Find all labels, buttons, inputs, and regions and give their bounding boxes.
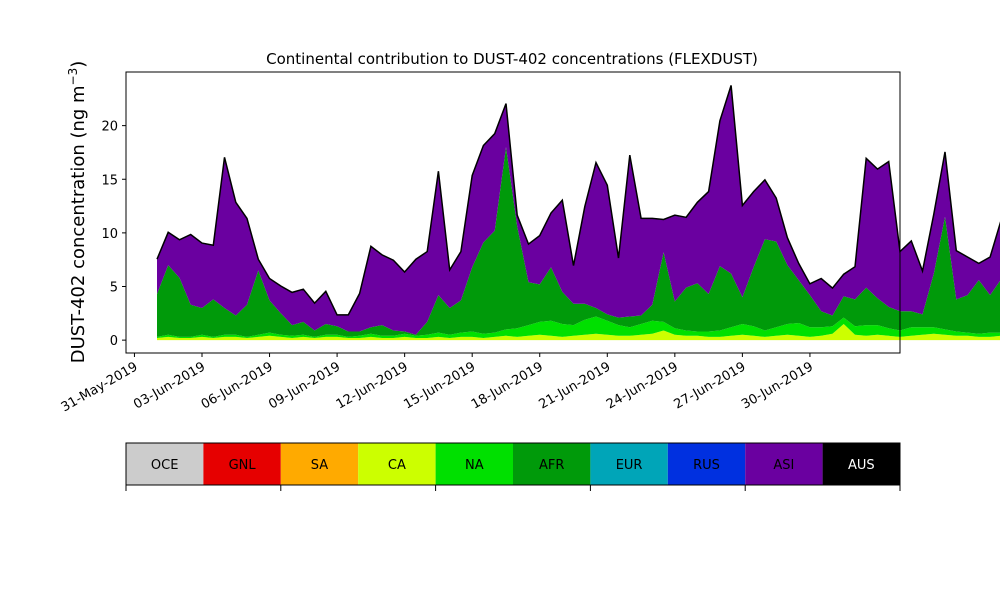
x-tick-label: 09-Jun-2019 (266, 359, 343, 412)
legend-swatch-sa (280, 443, 359, 485)
x-tick-label: 27-Jun-2019 (672, 359, 749, 412)
x-tick-label: 03-Jun-2019 (131, 359, 208, 412)
x-axis: 31-May-201903-Jun-201906-Jun-201909-Jun-… (59, 353, 816, 415)
legend-frame (125, 442, 901, 486)
legend-label: NA (465, 458, 484, 473)
legend-label: RUS (693, 458, 720, 473)
legend-swatch-oce (126, 443, 204, 485)
legend-label: OCE (151, 458, 179, 473)
area-na (157, 316, 1000, 338)
y-axis-label: DUST-402 concentration (ng m−3) (66, 61, 89, 364)
x-tick-label: 06-Jun-2019 (199, 359, 276, 412)
legend-swatch-asi (745, 443, 823, 485)
legend-swatch-aus (822, 443, 900, 485)
legend-label: GNL (229, 458, 257, 473)
plot-frame (125, 71, 901, 354)
area-afr (157, 147, 1000, 337)
y-axis-label-close: ) (68, 61, 89, 68)
x-tick-label: 21-Jun-2019 (536, 359, 613, 412)
legend-swatch-ca (358, 443, 436, 485)
legend-swatch-gnl (203, 443, 281, 485)
y-axis-label-sup: −3 (66, 68, 80, 86)
chart-title: Continental contribution to DUST-402 con… (266, 50, 758, 68)
y-tick-label: 5 (110, 281, 118, 296)
x-tick-label: 24-Jun-2019 (604, 359, 681, 412)
area-ca (157, 324, 1000, 341)
legend-label: SA (311, 458, 328, 473)
total-line (156, 85, 1000, 316)
x-tick-label: 18-Jun-2019 (469, 359, 546, 412)
legend-label: EUR (616, 458, 643, 473)
series-layer (156, 85, 1000, 341)
x-tick-label: 31-May-2019 (59, 359, 141, 415)
legend-swatch-rus (667, 443, 746, 485)
y-tick-label: 0 (110, 334, 118, 349)
legend-label: AUS (848, 458, 875, 473)
x-tick-label: 15-Jun-2019 (401, 359, 478, 412)
y-tick-label: 15 (101, 173, 118, 188)
legend-swatch-na (435, 443, 513, 485)
y-tick-label: 20 (101, 120, 118, 135)
y-tick-label: 10 (101, 227, 118, 242)
legend-label: ASI (773, 458, 794, 473)
legend-label: CA (388, 458, 406, 473)
x-tick-label: 12-Jun-2019 (334, 359, 411, 412)
x-tick-label: 30-Jun-2019 (739, 359, 816, 412)
legend-label: AFR (539, 458, 564, 473)
area-asi (157, 85, 1000, 335)
legend-swatch-eur (590, 443, 668, 485)
legend: OCE GNL SA CA NA AFR EUR RUS ASI AUS (125, 442, 901, 491)
legend-swatch-afr (513, 443, 591, 485)
y-axis: 0 5 10 15 20 (101, 120, 126, 349)
y-axis-label-main: DUST-402 concentration (ng m (68, 85, 89, 363)
